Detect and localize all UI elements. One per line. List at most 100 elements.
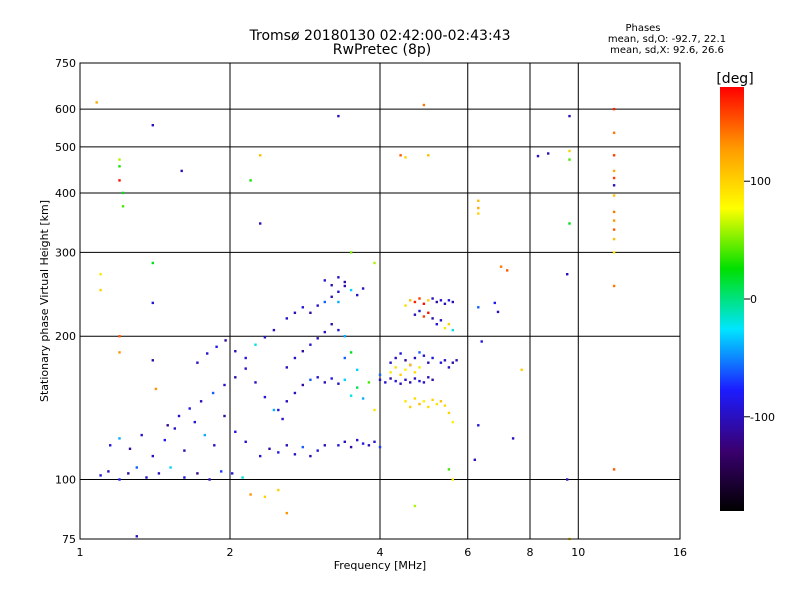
- scatter-point: [477, 212, 480, 215]
- scatter-point: [223, 414, 226, 418]
- scatter-point: [422, 302, 426, 305]
- scatter-point: [447, 366, 451, 369]
- scatter-point: [612, 210, 616, 214]
- scatter-point: [99, 273, 102, 276]
- scatter-point: [384, 381, 387, 384]
- scatter-point: [404, 359, 407, 362]
- scatter-point: [99, 474, 102, 477]
- scatter-point: [394, 379, 397, 383]
- scatter-point: [361, 442, 365, 445]
- scatter-point: [394, 356, 397, 360]
- scatter-point: [349, 251, 353, 254]
- scatter-point: [272, 328, 276, 332]
- scatter-point: [361, 397, 365, 400]
- scatter-point: [121, 191, 125, 195]
- scatter-point: [244, 367, 247, 370]
- scatter-point: [356, 293, 359, 297]
- plot-frame: [79, 62, 681, 540]
- scatter-point: [316, 376, 319, 379]
- scatter-point: [277, 488, 280, 492]
- y-tick-label: 100: [55, 474, 76, 487]
- scatter-point: [293, 453, 297, 456]
- scatter-point: [612, 468, 616, 471]
- scatter-point: [281, 417, 284, 421]
- scatter-point: [404, 156, 407, 159]
- y-tick-label: 400: [55, 187, 76, 200]
- scatter-point: [418, 366, 421, 369]
- scatter-point: [330, 323, 333, 326]
- x-axis-label: Frequency [MHz]: [334, 559, 426, 572]
- stats-extraordinary: mean, sd,X: 92.6, 26.6: [610, 45, 724, 56]
- scatter-point: [215, 345, 218, 348]
- scatter-point: [477, 306, 480, 309]
- scatter-point: [166, 424, 169, 427]
- scatter-point: [413, 371, 417, 374]
- scatter-point: [427, 405, 430, 409]
- scatter-point: [612, 237, 616, 241]
- scatter-point: [277, 451, 280, 454]
- scatter-point: [389, 361, 392, 364]
- scatter-point: [316, 449, 319, 452]
- scatter-point: [447, 468, 451, 471]
- scatter-point: [431, 317, 434, 320]
- scatter-point: [422, 400, 426, 403]
- scatter-point: [337, 276, 340, 279]
- scatter-point: [477, 199, 480, 202]
- scatter-point: [211, 391, 215, 395]
- scatter-point: [356, 386, 359, 389]
- y-tick-label: 600: [55, 103, 76, 116]
- scatter-point: [151, 359, 154, 362]
- scatter-point: [343, 440, 346, 443]
- scatter-point: [323, 381, 326, 384]
- scatter-point: [439, 299, 443, 302]
- scatter-point: [337, 444, 340, 447]
- scatter-point: [394, 366, 397, 369]
- scatter-point: [145, 476, 148, 479]
- chart-title: Tromsø 20180130 02:42:00-02:43:43: [249, 28, 511, 44]
- scatter-point: [199, 400, 203, 403]
- scatter-point: [378, 445, 382, 449]
- scatter-point: [309, 343, 312, 346]
- scatter-point: [337, 382, 340, 385]
- scatter-point: [409, 405, 412, 409]
- scatter-point: [418, 309, 421, 313]
- scatter-point: [343, 284, 346, 288]
- scatter-point: [188, 407, 191, 410]
- scatter-point: [612, 251, 616, 254]
- colorbar-tick-label: 100: [750, 175, 771, 188]
- scatter-point: [196, 472, 199, 475]
- scatter-point: [418, 297, 421, 300]
- x-tick-label: 2: [227, 546, 234, 559]
- scatter-point: [118, 335, 121, 338]
- scatter-point: [422, 103, 426, 107]
- colorbar-tick-label: 0: [750, 293, 757, 306]
- scatter-point: [439, 319, 443, 322]
- y-tick-label: 300: [55, 246, 76, 259]
- scatter-point: [349, 394, 353, 397]
- scatter-point: [427, 361, 430, 364]
- scatter-point: [389, 371, 392, 374]
- scatter-point: [373, 408, 376, 412]
- scatter-point: [612, 228, 616, 231]
- scatter-point: [568, 158, 571, 161]
- scatter-point: [293, 311, 297, 314]
- scatter-point: [107, 470, 110, 473]
- scatter-point: [140, 433, 143, 437]
- scatter-point: [285, 317, 288, 320]
- y-tick-labels: 75 100 200 300 400 500 600 750: [55, 57, 76, 546]
- scatter-point: [435, 402, 438, 406]
- scatter-point: [128, 447, 132, 450]
- scatter-point: [151, 301, 154, 305]
- scatter-point: [427, 376, 430, 379]
- scatter-point: [118, 437, 121, 440]
- scatter-point: [404, 378, 407, 381]
- scatter-point: [399, 154, 402, 157]
- scatter-point: [337, 300, 340, 304]
- scatter-point: [422, 381, 426, 384]
- scatter-point: [309, 454, 312, 458]
- scatter-point: [451, 420, 454, 424]
- scatter-point: [349, 288, 353, 292]
- scatter-point: [323, 300, 326, 304]
- scatter-point: [213, 444, 216, 447]
- scatter-point: [413, 356, 417, 360]
